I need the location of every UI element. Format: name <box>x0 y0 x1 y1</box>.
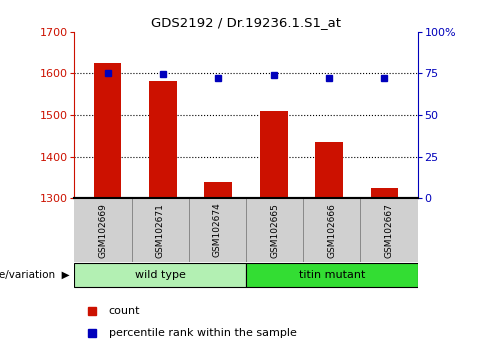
Title: GDS2192 / Dr.19236.1.S1_at: GDS2192 / Dr.19236.1.S1_at <box>151 16 341 29</box>
Bar <box>260 111 288 198</box>
Bar <box>149 81 177 198</box>
Text: GSM102674: GSM102674 <box>213 203 222 257</box>
Text: GSM102666: GSM102666 <box>327 202 336 258</box>
Text: titin mutant: titin mutant <box>299 270 365 280</box>
Text: percentile rank within the sample: percentile rank within the sample <box>109 328 297 338</box>
Bar <box>246 263 418 287</box>
Bar <box>94 63 121 198</box>
Text: GSM102667: GSM102667 <box>384 202 394 258</box>
Text: GSM102665: GSM102665 <box>270 202 279 258</box>
Text: GSM102669: GSM102669 <box>98 202 108 258</box>
Text: genotype/variation  ▶: genotype/variation ▶ <box>0 270 70 280</box>
Bar <box>315 142 343 198</box>
Text: count: count <box>109 306 140 316</box>
Bar <box>371 188 398 198</box>
Text: GSM102671: GSM102671 <box>156 202 165 258</box>
Text: wild type: wild type <box>135 270 186 280</box>
Bar <box>74 263 246 287</box>
Bar <box>204 182 232 198</box>
